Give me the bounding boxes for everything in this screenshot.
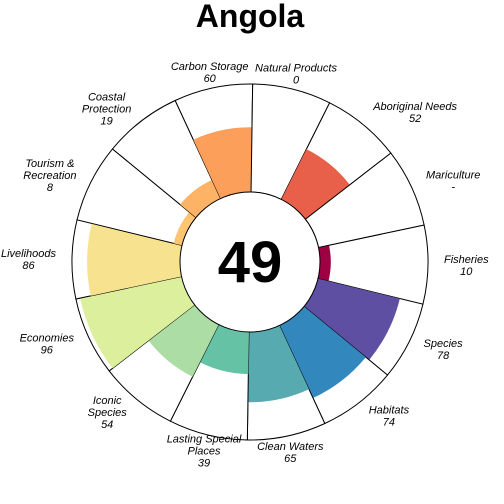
goal-label-clean-waters: Clean Waters xyxy=(257,441,324,453)
goal-label-iconic-species: Iconic xyxy=(93,395,122,407)
goal-label-tourism-and-recreation: Recreation xyxy=(23,170,76,182)
goal-label-habitats: Habitats xyxy=(369,405,410,417)
petal-clean-waters xyxy=(247,325,309,403)
goal-value-clean-waters: 65 xyxy=(284,453,297,465)
goal-value-natural-products: 0 xyxy=(293,75,300,87)
goal-value-mariculture: - xyxy=(451,182,455,194)
petal-tourism-and-recreation xyxy=(173,212,196,246)
goal-label-carbon-storage: Carbon Storage xyxy=(171,61,249,73)
goal-label-mariculture: Mariculture xyxy=(426,170,480,182)
goal-label-tourism-and-recreation: Tourism & xyxy=(25,158,74,170)
goal-value-coastal-protection: 19 xyxy=(100,116,112,128)
petal-livelihoods xyxy=(87,223,182,296)
chart-title: Angola xyxy=(196,0,305,34)
goal-value-economies: 96 xyxy=(41,345,54,357)
goal-value-fisheries: 10 xyxy=(460,266,473,278)
goal-value-species: 78 xyxy=(437,350,450,362)
goal-label-species: Species xyxy=(424,338,464,350)
petal-lasting-special-places xyxy=(199,324,249,375)
petal-habitats xyxy=(279,306,366,399)
petal-iconic-species xyxy=(148,304,219,377)
petal-carbon-storage xyxy=(193,127,253,199)
goal-label-lasting-special-places: Places xyxy=(187,446,221,458)
goal-value-lasting-special-places: 39 xyxy=(198,458,210,470)
goal-label-lasting-special-places: Lasting Special xyxy=(167,434,242,446)
goal-label-fisheries: Fisheries xyxy=(444,254,489,266)
goal-label-coastal-protection: Protection xyxy=(82,104,132,116)
goal-label-natural-products: Natural Products xyxy=(255,63,337,75)
center-score: 49 xyxy=(218,230,283,295)
goal-label-aboriginal-needs: Aboriginal Needs xyxy=(372,101,457,113)
goal-value-livelihoods: 86 xyxy=(22,260,35,272)
goal-value-carbon-storage: 60 xyxy=(204,73,217,85)
goal-value-iconic-species: 54 xyxy=(101,419,113,431)
goal-value-tourism-and-recreation: 8 xyxy=(47,182,54,194)
petal-aboriginal-needs xyxy=(281,149,350,220)
goal-label-economies: Economies xyxy=(20,333,75,345)
petal-species xyxy=(304,278,400,360)
goal-label-iconic-species: Species xyxy=(88,407,128,419)
petal-fisheries xyxy=(318,245,331,282)
goal-label-coastal-protection: Coastal xyxy=(88,92,126,104)
goal-value-aboriginal-needs: 52 xyxy=(409,113,421,125)
goal-label-livelihoods: Livelihoods xyxy=(1,248,57,260)
petal-economies xyxy=(80,276,195,369)
goal-value-habitats: 74 xyxy=(383,417,395,429)
center-circle xyxy=(179,191,321,333)
petal-coastal-protection xyxy=(180,179,221,218)
